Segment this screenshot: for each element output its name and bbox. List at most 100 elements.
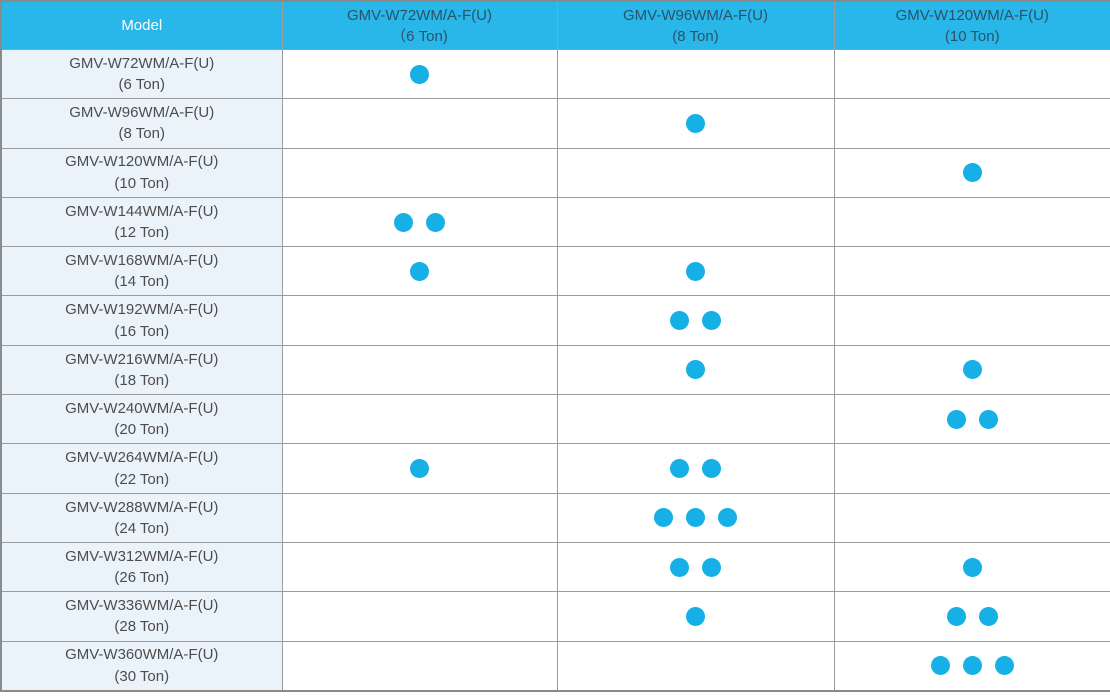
unit-dot-icon: [962, 656, 982, 676]
unit-count-cell: [833, 640, 1110, 692]
unit-count-cell: [833, 295, 1110, 346]
unit-count-cell: [556, 394, 835, 445]
unit-count-cell: [556, 591, 835, 642]
model-capacity: (24 Ton): [114, 519, 170, 537]
model-cell: GMV-W240WM/A-F(U) (20 Ton): [0, 394, 283, 445]
model-cell: GMV-W288WM/A-F(U) (24 Ton): [0, 492, 283, 543]
header-unit-name: GMV-W120WM/A-F(U): [895, 6, 1049, 24]
model-cell: GMV-W360WM/A-F(U) (30 Ton): [0, 640, 283, 692]
unit-count-cell: [833, 394, 1110, 445]
model-cell: GMV-W192WM/A-F(U) (16 Ton): [0, 295, 283, 346]
unit-dot-icon: [686, 113, 705, 133]
model-capacity: (8 Ton): [118, 125, 165, 143]
model-capacity: (28 Ton): [114, 618, 170, 636]
model-cell: GMV-W264WM/A-F(U) (22 Ton): [0, 443, 283, 494]
unit-dot-icon: [394, 212, 413, 232]
unit-count-cell: [281, 344, 558, 396]
unit-dot-icon: [978, 606, 998, 626]
unit-count-cell: [833, 246, 1110, 297]
model-capacity: (30 Ton): [114, 667, 170, 685]
unit-count-cell: [281, 591, 558, 642]
unit-dot-icon: [702, 557, 721, 577]
model-capacity: (20 Ton): [114, 421, 170, 439]
unit-count-cell: [833, 541, 1110, 593]
unit-count-cell: [281, 246, 558, 297]
unit-count-cell: [556, 492, 835, 543]
unit-count-cell: [833, 147, 1110, 198]
table-row: GMV-W288WM/A-F(U) (24 Ton): [0, 492, 1110, 543]
header-cell-8ton: GMV-W96WM/A-F(U) (8 Ton): [556, 0, 835, 50]
unit-dot-icon: [426, 212, 445, 232]
model-name: GMV-W192WM/A-F(U): [65, 301, 219, 319]
unit-dot-icon: [410, 64, 429, 84]
unit-dot-icon: [686, 606, 705, 626]
unit-dot-icon: [654, 508, 673, 528]
model-capacity: (26 Ton): [114, 569, 170, 587]
unit-dot-icon: [962, 360, 982, 380]
unit-count-cell: [833, 492, 1110, 543]
model-name: GMV-W288WM/A-F(U): [65, 498, 219, 516]
unit-count-cell: [556, 344, 835, 396]
model-name: GMV-W312WM/A-F(U): [65, 547, 219, 565]
unit-count-cell: [833, 443, 1110, 494]
table-row: GMV-W72WM/A-F(U) (6 Ton): [0, 48, 1110, 100]
model-name: GMV-W144WM/A-F(U): [65, 202, 219, 220]
unit-count-cell: [556, 48, 835, 100]
unit-count-cell: [281, 541, 558, 593]
unit-count-cell: [281, 147, 558, 198]
unit-count-cell: [556, 640, 835, 692]
model-name: GMV-W96WM/A-F(U): [69, 104, 215, 122]
unit-dot-icon: [962, 557, 982, 577]
model-capacity: (16 Ton): [114, 322, 170, 340]
table-row: GMV-W312WM/A-F(U) (26 Ton): [0, 541, 1110, 593]
unit-count-cell: [556, 246, 835, 297]
unit-dot-icon: [686, 360, 705, 380]
unit-count-cell: [281, 98, 558, 149]
unit-count-cell: [556, 295, 835, 346]
model-cell: GMV-W168WM/A-F(U) (14 Ton): [0, 246, 283, 297]
model-capacity: (22 Ton): [114, 470, 170, 488]
header-model-label: Model: [121, 17, 163, 34]
table-row: GMV-W96WM/A-F(U) (8 Ton): [0, 98, 1110, 149]
unit-count-cell: [833, 48, 1110, 100]
unit-count-cell: [281, 640, 558, 692]
unit-dot-icon: [962, 163, 982, 183]
unit-count-cell: [556, 443, 835, 494]
unit-dot-icon: [946, 606, 966, 626]
model-capacity: (18 Ton): [114, 371, 170, 389]
model-capacity: (10 Ton): [114, 174, 170, 192]
header-unit-capacity: （6 Ton): [391, 27, 448, 45]
header-unit-name: GMV-W72WM/A-F(U): [347, 6, 492, 24]
table-row: GMV-W168WM/A-F(U) (14 Ton): [0, 246, 1110, 297]
unit-dot-icon: [410, 459, 429, 479]
model-name: GMV-W360WM/A-F(U): [65, 646, 219, 664]
model-cell: GMV-W72WM/A-F(U) (6 Ton): [0, 48, 283, 100]
unit-dot-icon: [930, 656, 950, 676]
model-name: GMV-W336WM/A-F(U): [65, 597, 219, 615]
unit-dot-icon: [718, 508, 737, 528]
header-cell-model: Model: [0, 0, 283, 50]
unit-count-cell: [556, 147, 835, 198]
model-name: GMV-W120WM/A-F(U): [65, 153, 219, 171]
model-capacity: (14 Ton): [114, 273, 170, 291]
unit-count-cell: [281, 196, 558, 248]
model-cell: GMV-W120WM/A-F(U) (10 Ton): [0, 147, 283, 198]
header-unit-capacity: (8 Ton): [672, 27, 719, 45]
table-row: GMV-W192WM/A-F(U) (16 Ton): [0, 295, 1110, 346]
unit-dot-icon: [686, 508, 705, 528]
unit-count-cell: [833, 98, 1110, 149]
unit-count-cell: [556, 541, 835, 593]
unit-dot-icon: [702, 459, 721, 479]
unit-dot-icon: [946, 409, 966, 429]
model-name: GMV-W216WM/A-F(U): [65, 350, 219, 368]
model-cell: GMV-W336WM/A-F(U) (28 Ton): [0, 591, 283, 642]
unit-count-cell: [556, 196, 835, 248]
table-row: GMV-W216WM/A-F(U) (18 Ton): [0, 344, 1110, 396]
unit-dot-icon: [994, 656, 1014, 676]
table-row: GMV-W240WM/A-F(U) (20 Ton): [0, 394, 1110, 445]
unit-dot-icon: [670, 557, 689, 577]
model-cell: GMV-W144WM/A-F(U) (12 Ton): [0, 196, 283, 248]
model-name: GMV-W264WM/A-F(U): [65, 449, 219, 467]
unit-dot-icon: [702, 311, 721, 331]
